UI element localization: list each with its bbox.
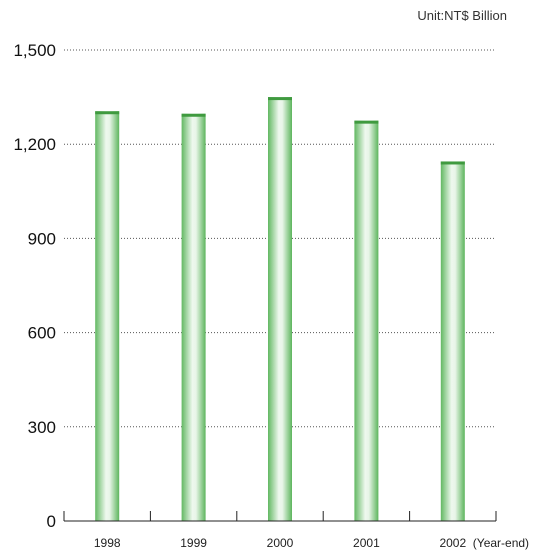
x-tick-label: 2000 [267, 536, 294, 550]
unit-label: Unit:NT$ Billion [417, 8, 507, 23]
y-tick-label: 900 [28, 229, 56, 248]
bar [95, 111, 120, 521]
bar [181, 113, 206, 521]
bar-top-cap [440, 161, 465, 165]
x-tick-label: 2001 [353, 536, 380, 550]
x-tick-label: 2002 [439, 536, 466, 550]
x-tick-label: 1999 [180, 536, 207, 550]
x-axis-suffix: (Year-end) [473, 536, 529, 550]
bar-top-cap [95, 111, 120, 115]
labels-layer: 0 300 600 900 1,200 1,500 1998 1999 2000 2001 2002… [13, 41, 529, 550]
bar [440, 161, 465, 521]
y-tick-label: 1,200 [13, 135, 56, 154]
bar-top-cap [181, 113, 206, 117]
y-tick-label: 1,500 [13, 41, 56, 60]
bar-top-cap [268, 97, 292, 101]
bar [268, 97, 292, 521]
bar [354, 120, 379, 522]
axis-layer [63, 511, 497, 522]
y-tick-label: 0 [47, 512, 56, 531]
y-tick-label: 300 [28, 418, 56, 437]
bars-layer [95, 97, 465, 522]
y-tick-label: 600 [28, 324, 56, 343]
bar-top-cap [354, 120, 379, 124]
x-tick-label: 1998 [94, 536, 121, 550]
